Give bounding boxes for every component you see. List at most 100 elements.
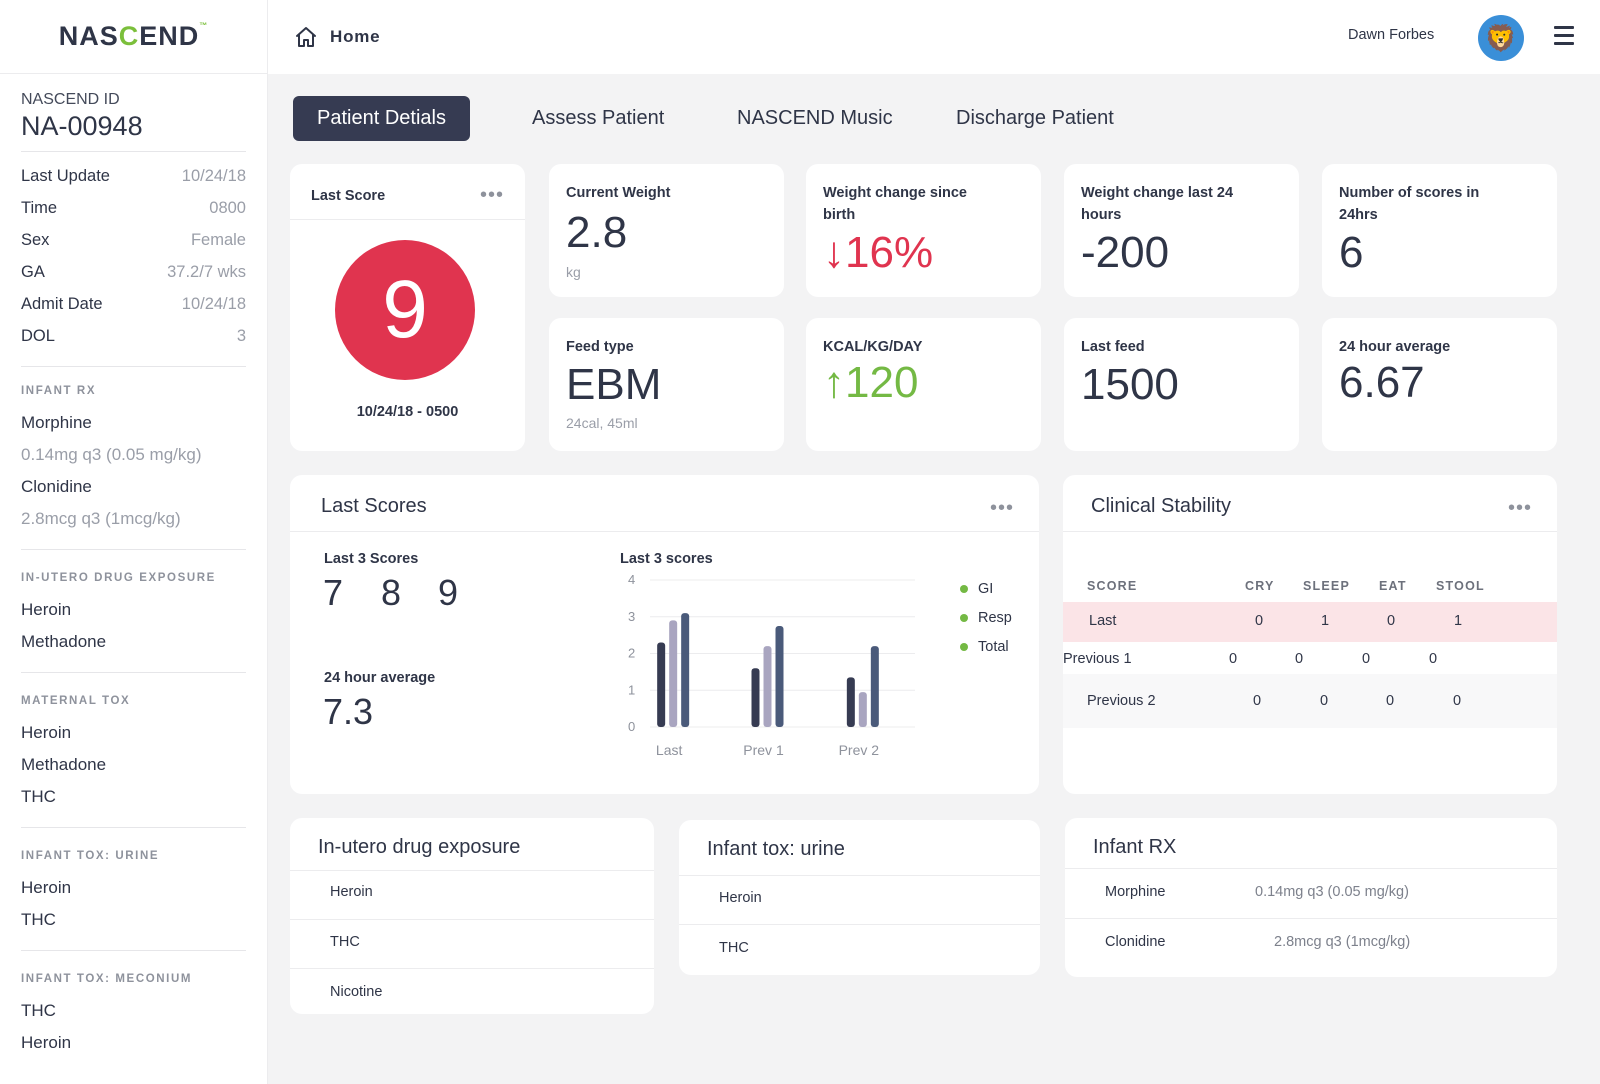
home-link[interactable]: Home [330,27,381,46]
col-sleep: SLEEP [1303,579,1350,593]
scores-24-label: Number of scores in 24hrs [1339,185,1480,223]
rx-dose: 0.14mg q3 (0.05 mg/kg) [21,445,202,464]
clinical-stability-title: Clinical Stability [1091,495,1232,517]
bar-total-prev-2 [870,646,879,727]
feed-type-label: Feed type [566,339,634,355]
bar-gi-prev-2 [846,677,855,727]
legend-dot [960,643,968,651]
hamburger-menu-icon[interactable] [1554,26,1574,46]
nascend-logo[interactable]: NASCEND™ [58,21,209,51]
home-icon[interactable] [294,25,318,49]
tab-assess-patient[interactable]: Assess Patient [532,107,665,129]
col-eat: EAT [1379,579,1407,593]
infant-tox-panel-title: Infant tox: urine [707,838,845,860]
in-utero-panel-title: In-utero drug exposure [318,836,521,858]
nascend-id-label: NASCEND ID [21,91,120,108]
avg-24-value: 6.67 [1339,358,1425,407]
last-scores-panel: Last Scores ••• Last 3 Scores 7 8 9 24 h… [290,475,1039,794]
tab-patient-details[interactable]: Patient Detials [293,96,470,141]
y-tick-label: 1 [628,682,635,697]
y-tick-label: 4 [628,575,635,587]
rx-item: Morphine [21,413,92,432]
last3-scores-label: Last 3 Scores [324,551,419,567]
scores-avg-label: 24 hour average [324,670,436,686]
chart-title: Last 3 scores [620,551,713,567]
maternal-tox-item: THC [21,787,56,806]
last-feed-label: Last feed [1081,339,1145,355]
arrow-down-icon: ↓ [823,228,845,277]
bar-gi-prev-1 [751,668,760,727]
legend-resp: Resp [960,610,1012,626]
feed-type-card: Feed type EBM 24cal, 45ml [549,318,784,451]
more-options-icon[interactable]: ••• [1508,497,1533,519]
table-row: Previous 2 0 0 0 0 [1063,674,1557,728]
weight-change-birth-label: Weight change since birth [823,185,967,223]
bar-gi-last [657,642,666,727]
weight-change-24-value: -200 [1081,228,1170,277]
scores-24-value: 6 [1339,228,1364,277]
kcal-label: KCAL/KG/DAY [823,339,923,355]
legend-total: Total [960,639,1009,655]
bar-resp-prev-1 [763,646,772,727]
avatar[interactable]: 🦁 [1478,15,1524,61]
tab-discharge-patient[interactable]: Discharge Patient [956,107,1114,129]
legend-dot [960,614,968,622]
nascend-id-value: NA-00948 [21,111,143,141]
last-score-circle: 9 [335,240,475,380]
rx-dose: 2.8mcg q3 (1mcg/kg) [21,509,181,528]
col-cry: CRY [1245,579,1275,593]
avg-24-card: 24 hour average 6.67 [1322,318,1557,451]
last-feed-value: 1500 [1081,360,1179,409]
last-score-card: Last Score ••• 9 10/24/18 - 0500 [290,164,525,451]
field-admit-date: Admit Date 10/24/18 [21,294,246,313]
more-options-icon[interactable]: ••• [480,184,505,206]
kcal-value: ↑120 [823,358,919,407]
last3-score-value: 8 [381,572,402,613]
tab-nascend-music[interactable]: NASCEND Music [737,107,893,129]
x-tick-label: Prev 1 [743,742,784,758]
in-utero-item: Heroin [21,600,72,619]
field-dol: DOL 3 [21,326,246,345]
current-weight-label: Current Weight [566,185,671,201]
rx-item: Clonidine [21,477,92,496]
infant-rx-panel-title: Infant RX [1093,836,1177,858]
last-scores-bar-chart: 4 3 2 1 0 Last Prev 1 Prev 2 [628,575,915,758]
user-name[interactable]: Dawn Forbes [1348,27,1435,43]
y-tick-label: 0 [628,719,635,734]
legend-dot [960,585,968,593]
infant-tox-panel: Infant tox: urine Heroin THC [679,820,1040,975]
sidebar: NASCEND™ NASCEND ID NA-00948 Last Update… [0,0,268,1084]
more-options-icon[interactable]: ••• [990,497,1015,519]
current-weight-value: 2.8 [566,208,628,257]
weight-change-24-card: Weight change last 24 hours -200 [1064,164,1299,297]
infant-rx-panel: Infant RX Morphine 0.14mg q3 (0.05 mg/kg… [1065,818,1557,977]
in-utero-panel: In-utero drug exposure Heroin THC Nicoti… [290,818,654,1014]
last-score-date: 10/24/18 - 0500 [356,404,459,420]
maternal-tox-title: MATERNAL TOX [21,695,131,707]
legend-gi: GI [960,581,993,597]
in-utero-item: Methadone [21,632,107,651]
clinical-stability-panel: Clinical Stability ••• SCORE CRY SLEEP E… [1063,475,1557,794]
last3-score-value: 7 [323,572,344,613]
infant-tox-urine-item: Heroin [21,878,72,897]
infant-tox-urine-item: THC [21,910,56,929]
y-tick-label: 2 [628,646,635,661]
current-weight-card: Current Weight 2.8 kg [549,164,784,297]
feed-type-value: EBM [566,360,662,409]
bar-resp-last [669,620,678,727]
infant-tox-meconium-item: Heroin [21,1033,72,1052]
feed-type-unit: 24cal, 45ml [566,415,638,431]
weight-change-birth-card: Weight change since birth ↓16% [806,164,1041,297]
last3-score-value: 9 [438,572,459,613]
y-tick-label: 3 [628,609,635,624]
logo-area: NASCEND™ [0,0,267,74]
bar-total-prev-1 [775,625,784,727]
field-time: Time 0800 [21,198,246,217]
last-scores-title: Last Scores [321,495,427,517]
x-tick-label: Last [656,742,683,758]
infant-rx-title: INFANT RX [21,385,97,397]
patient-fields: Last Update 10/24/18 Time 0800 Sex Female G… [21,160,246,352]
last-feed-card: Last feed 1500 [1064,318,1299,451]
x-tick-label: Prev 2 [839,742,880,758]
arrow-up-icon: ↑ [823,358,845,407]
